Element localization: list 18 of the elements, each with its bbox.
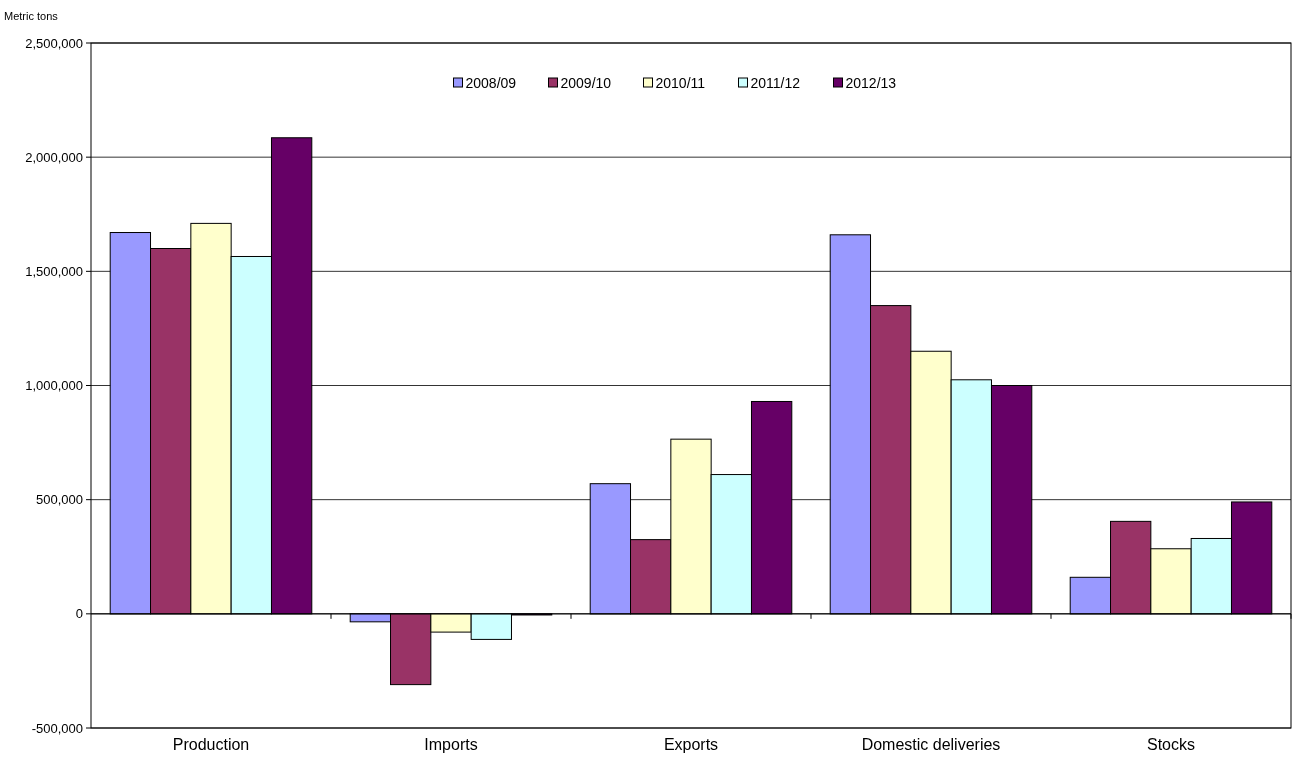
y-axis-title: Metric tons <box>4 10 59 22</box>
legend-label: 2011/12 <box>750 74 801 91</box>
x-tick-label: Stocks <box>1146 736 1196 753</box>
y-tick-label: 1,500,000 <box>25 263 83 279</box>
x-tick-label: Imports <box>424 736 478 753</box>
y-tick-label: 500,000 <box>36 492 83 508</box>
y-tick-label: 2,000,000 <box>25 149 83 165</box>
y-tick-label: 1,000,000 <box>25 378 83 394</box>
legend-label: 2009/10 <box>560 74 612 91</box>
y-tick-label: 2,500,000 <box>25 35 83 51</box>
x-tick-label: Exports <box>663 736 719 753</box>
x-tick-label: Production <box>172 736 250 753</box>
legend-label: 2010/11 <box>655 74 706 91</box>
y-tick-label: -500,000 <box>31 720 83 736</box>
y-tick-label: 0 <box>75 606 83 622</box>
x-tick-label: Domestic deliveries <box>861 736 1001 753</box>
legend-label: 2012/13 <box>845 74 897 91</box>
legend-label: 2008/09 <box>465 74 517 91</box>
